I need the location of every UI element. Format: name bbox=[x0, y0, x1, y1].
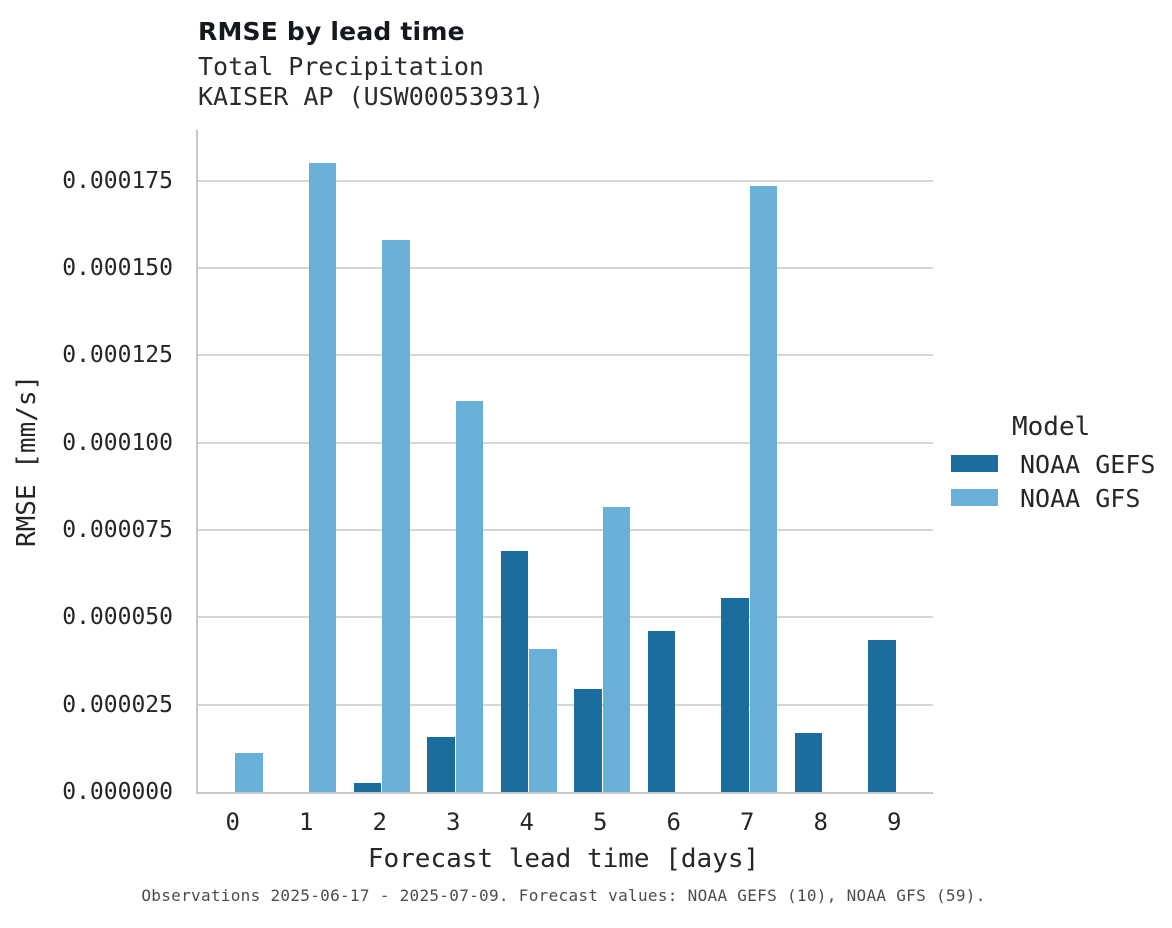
legend-swatch-noaa-gfs bbox=[951, 489, 998, 506]
gridline-0.000175 bbox=[198, 179, 933, 182]
bar-noaa-gfs-lead-7 bbox=[749, 185, 778, 792]
y-tick-label: 0.000050 bbox=[62, 604, 173, 631]
bar-noaa-gfs-lead-5 bbox=[602, 506, 631, 792]
bar-noaa-gefs-lead-5 bbox=[574, 688, 602, 792]
plot-area bbox=[196, 130, 933, 794]
figure-caption: Observations 2025-06-17 - 2025-07-09. Fo… bbox=[141, 886, 986, 905]
x-tick-label-2: 2 bbox=[372, 808, 387, 836]
legend-label-noaa-gefs: NOAA GEFS bbox=[1020, 450, 1156, 479]
bar-noaa-gefs-lead-9 bbox=[868, 640, 896, 792]
gridline-0.000100 bbox=[198, 441, 933, 444]
gridline-0.000075 bbox=[198, 528, 933, 531]
bar-noaa-gfs-lead-1 bbox=[308, 163, 337, 792]
chart-title: RMSE by lead time bbox=[198, 17, 465, 46]
bar-noaa-gefs-lead-4 bbox=[500, 550, 529, 792]
chart-subtitle-variable: Total Precipitation bbox=[198, 52, 484, 81]
bar-noaa-gfs-lead-3 bbox=[455, 400, 484, 792]
y-tick-label: 0.000150 bbox=[62, 254, 173, 281]
x-tick-label-8: 8 bbox=[813, 808, 828, 836]
bar-noaa-gfs-lead-4 bbox=[529, 648, 557, 792]
legend-swatch-noaa-gefs bbox=[951, 455, 998, 472]
y-tick-label: 0.000100 bbox=[62, 429, 173, 456]
bar-noaa-gfs-lead-0 bbox=[235, 752, 263, 792]
legend-label-noaa-gfs: NOAA GFS bbox=[1020, 484, 1141, 513]
y-tick-label: 0.000125 bbox=[62, 342, 173, 369]
x-tick-label-0: 0 bbox=[225, 808, 240, 836]
bar-noaa-gefs-lead-2 bbox=[353, 782, 382, 792]
x-tick-label-4: 4 bbox=[519, 808, 534, 836]
bar-noaa-gefs-lead-8 bbox=[794, 732, 823, 792]
bar-noaa-gfs-lead-2 bbox=[382, 240, 410, 792]
y-tick-label: 0.000075 bbox=[62, 516, 173, 543]
bar-noaa-gefs-lead-3 bbox=[427, 736, 455, 792]
y-tick-label: 0.000175 bbox=[62, 167, 173, 194]
legend-title: Model bbox=[1012, 412, 1091, 442]
x-tick-label-6: 6 bbox=[666, 808, 681, 836]
x-axis-label: Forecast lead time [days] bbox=[367, 844, 760, 874]
x-tick-label-9: 9 bbox=[887, 808, 902, 836]
x-tick-label-7: 7 bbox=[740, 808, 755, 836]
bar-noaa-gefs-lead-7 bbox=[721, 598, 749, 792]
y-tick-label: 0.000000 bbox=[62, 779, 173, 805]
gridline-0.000125 bbox=[198, 354, 933, 357]
x-tick-label-5: 5 bbox=[593, 808, 608, 836]
y-tick-label: 0.000025 bbox=[62, 691, 173, 718]
gridline-0.000150 bbox=[198, 266, 933, 269]
bar-noaa-gefs-lead-6 bbox=[647, 631, 676, 792]
gridline-0.000025 bbox=[198, 703, 933, 706]
x-tick-label-1: 1 bbox=[299, 808, 314, 836]
gridline-0.000050 bbox=[198, 616, 933, 619]
x-tick-label-3: 3 bbox=[446, 808, 461, 836]
chart-subtitle-station: KAISER AP (USW00053931) bbox=[198, 82, 545, 111]
